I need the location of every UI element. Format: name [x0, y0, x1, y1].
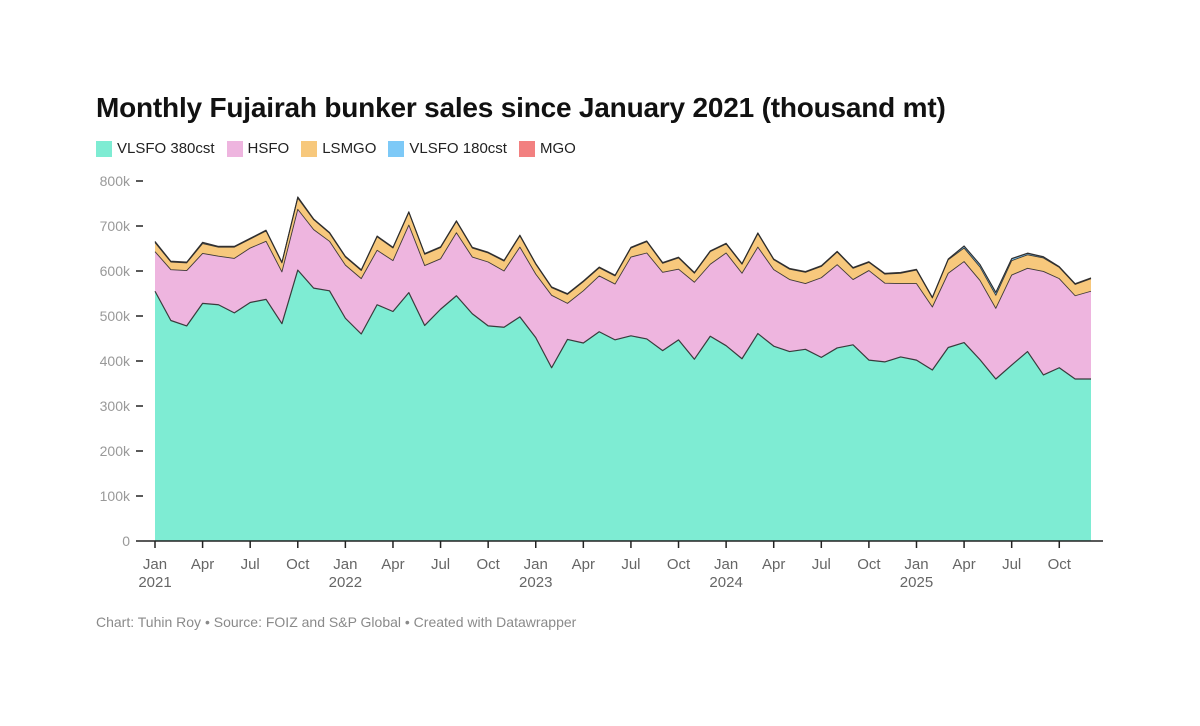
x-tick-label: Jul [621, 556, 640, 573]
area-vlsfo-380cst [155, 270, 1091, 541]
x-tick-label: Oct [286, 556, 310, 573]
y-tick-label: 700k [100, 218, 131, 234]
line-hsfo [154, 208, 1092, 309]
x-tick-label: Jan [333, 556, 357, 573]
legend-swatch-mgo [518, 140, 535, 157]
chart-footer: Chart: Tuhin Roy • Source: FOIZ and S&P … [96, 614, 577, 630]
x-tick-label: Apr [762, 556, 785, 573]
legend-item-mgo: MGO [518, 140, 576, 157]
legend-item-hsfo: HSFO [226, 140, 290, 157]
x-tick-label: Oct [667, 556, 691, 573]
line-mgo [154, 196, 1092, 298]
y-tick-label: 400k [100, 353, 131, 369]
area-lsmgo [155, 198, 1091, 309]
x-tick-label: Oct [1048, 556, 1072, 573]
x-tick-year-label: 2022 [329, 574, 362, 591]
legend-swatch-vlsfo-180cst [388, 140, 405, 157]
y-tick-label: 800k [100, 173, 131, 189]
y-tick-label: 500k [100, 308, 131, 324]
x-tick-label: Apr [572, 556, 595, 573]
x-tick-label: Jul [431, 556, 450, 573]
legend-label-hsfo: HSFO [247, 140, 290, 157]
x-tick-label: Apr [381, 556, 404, 573]
x-tick-label: Jan [904, 556, 928, 573]
x-tick-label: Jul [241, 556, 260, 573]
outline-layer [154, 196, 1092, 380]
y-axis: 0 100k 200k 300k 400k 500k 600k 700k 800k [100, 173, 143, 549]
line-vlsfo-380cst [154, 269, 1091, 380]
y-tick-label: 600k [100, 263, 131, 279]
y-tick-label: 200k [100, 443, 131, 459]
x-tick-label: Oct [857, 556, 881, 573]
x-tick-year-label: 2023 [519, 574, 552, 591]
x-tick-label: Jul [1002, 556, 1021, 573]
area-layer [155, 196, 1091, 541]
y-tick-label: 0 [122, 533, 130, 549]
x-tick-year-label: 2024 [709, 574, 742, 591]
legend-label-vlsfo-380cst: VLSFO 380cst [117, 140, 215, 157]
legend-item-vlsfo-380cst: VLSFO 380cst [96, 140, 215, 157]
x-tick-year-label: 2025 [900, 574, 933, 591]
y-tick-label: 300k [100, 398, 131, 414]
legend-swatch-lsmgo [301, 140, 318, 157]
x-tick-label: Jan [143, 556, 167, 573]
chart-title: Monthly Fujairah bunker sales since Janu… [96, 92, 946, 123]
legend-label-mgo: MGO [539, 140, 576, 157]
x-tick-label: Jan [714, 556, 738, 573]
y-tick-label: 100k [100, 488, 131, 504]
legend-label-lsmgo: LSMGO [322, 140, 377, 157]
x-tick-label: Jan [524, 556, 548, 573]
x-tick-label: Jul [812, 556, 831, 573]
x-tick-label: Apr [191, 556, 214, 573]
legend-item-vlsfo-180cst: VLSFO 180cst [388, 140, 507, 157]
legend-swatch-vlsfo-380cst [96, 140, 112, 157]
legend-item-lsmgo: LSMGO [301, 140, 376, 157]
area-hsfo [155, 209, 1091, 379]
legend: VLSFO 380cst HSFO LSMGO VLSFO 180cst MGO [96, 140, 588, 157]
legend-swatch-hsfo [226, 140, 243, 157]
x-tick-year-label: 2021 [138, 574, 171, 591]
x-tick-label: Oct [476, 556, 500, 573]
x-tick-label: Apr [952, 556, 975, 573]
legend-label-vlsfo-180cst: VLSFO 180cst [409, 140, 507, 157]
